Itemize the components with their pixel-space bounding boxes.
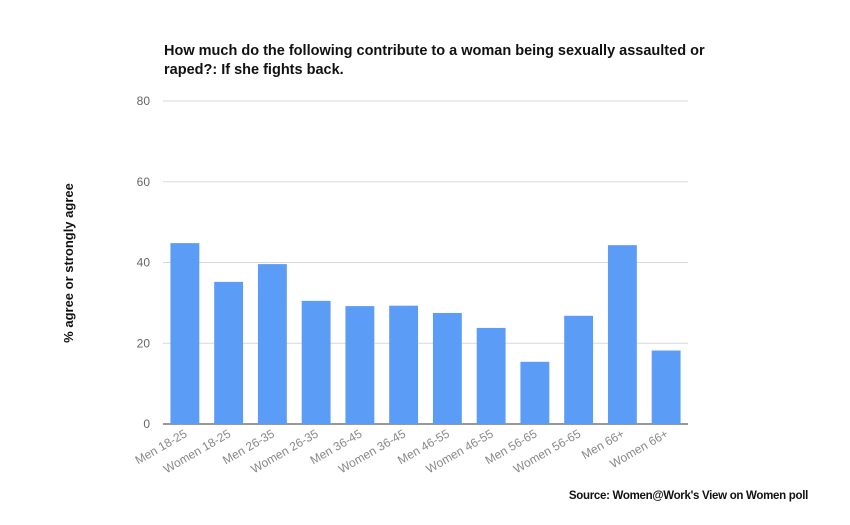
bar-women-18-25 — [214, 281, 244, 424]
gridlines — [163, 100, 688, 425]
y-tick-labels: 0 20 40 60 80 — [137, 94, 151, 431]
bars — [170, 243, 681, 424]
y-tick-label: 80 — [137, 94, 151, 108]
bar-women-56-65 — [564, 315, 594, 424]
source-note: Source: Women@Work's View on Women poll — [568, 490, 808, 502]
bar-women-66- — [651, 350, 681, 424]
y-tick-label: 20 — [137, 336, 151, 350]
y-tick-label: 0 — [143, 417, 150, 431]
bar-men-56-65 — [520, 361, 550, 424]
bar-men-18-25 — [170, 243, 200, 424]
chart-title: How much do the following contribute to … — [164, 43, 705, 78]
y-axis-label: % agree or strongly agree — [61, 183, 76, 343]
bar-women-26-35 — [301, 300, 331, 424]
y-tick-label: 60 — [137, 175, 151, 189]
bar-women-46-55 — [476, 327, 506, 424]
bar-men-46-55 — [432, 312, 462, 424]
bar-men-36-45 — [345, 306, 375, 424]
bar-men-66- — [607, 245, 637, 424]
y-tick-label: 40 — [137, 256, 151, 270]
bar-men-26-35 — [257, 264, 287, 424]
bar-women-36-45 — [389, 305, 419, 424]
